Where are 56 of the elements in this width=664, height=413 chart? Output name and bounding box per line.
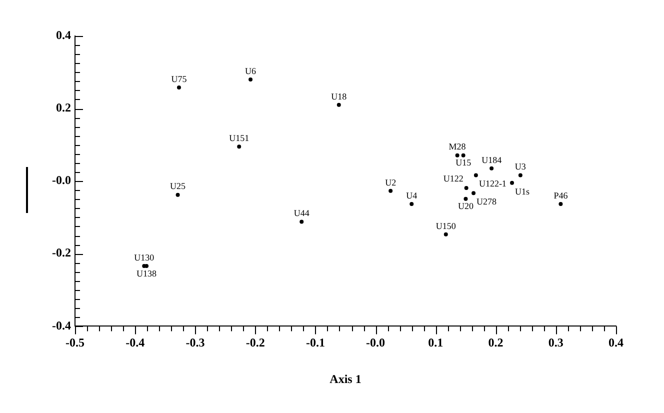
series-label: U4 [406,190,418,200]
series-label: U184 [482,154,502,165]
series-label: U6 [245,66,257,76]
series-label: U122-1 [478,178,506,189]
x-tick-label: -0.4 [126,335,145,350]
point [176,192,180,197]
series-label: P46 [554,190,568,200]
point [464,196,468,201]
series-label: M28 [448,142,466,152]
point [248,78,253,82]
series-label: U3 [514,162,526,172]
point [472,191,476,196]
point [474,173,478,178]
x-tick-label: -0.2 [246,335,265,350]
x-tick-label: -0.5 [65,335,84,350]
point [410,202,414,206]
x-tick-label: 0.2 [488,335,504,350]
point [510,180,514,185]
point [518,173,522,178]
x-tick-label: 0.3 [548,335,564,350]
x-tick-label: -0.1 [306,335,325,350]
point [388,188,393,193]
point [490,166,494,170]
x-tick-label: 0.1 [428,335,444,350]
point [336,102,341,107]
series-label: U278 [476,196,498,206]
point [558,202,563,206]
point [444,232,448,236]
series-label: U20 [458,201,474,212]
series-label: U122 [443,173,464,184]
x-tick-label: -0.0 [366,335,386,350]
point [237,144,242,149]
x-axis-title: Axis 1 [330,372,362,386]
series-label: U138 [136,268,158,278]
series-label: U15 [456,158,472,168]
y-tick-label: 0.4 [56,28,71,42]
series-label: U18 [331,91,348,102]
point [461,153,466,158]
series-label: U75 [171,74,188,84]
y-tick-label: 0.2 [56,100,71,115]
series-label: U44 [294,208,310,218]
point [455,153,460,158]
series-label: U130 [134,252,155,262]
point [464,186,468,190]
point [300,220,304,224]
series-label: U25 [170,181,186,192]
x-tick-label: 0.4 [608,335,624,350]
series-label: U150 [436,220,456,231]
series-label: U2 [385,177,396,188]
point [176,86,181,90]
y-tick-label: -0.2 [52,246,71,260]
series-label: U1s [515,186,530,196]
y-tick-label: -0.0 [52,173,71,188]
y-tick-label: -0.4 [52,318,71,332]
x-tick-label: -0.3 [186,335,205,350]
series-label: U151 [229,133,250,143]
